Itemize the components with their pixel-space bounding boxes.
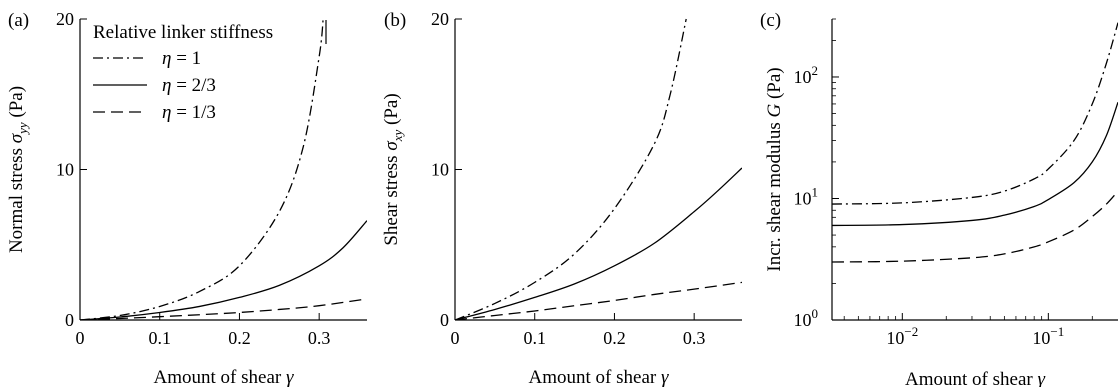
x-tick-label: 10−2 <box>886 324 918 348</box>
series-line-dashed <box>455 281 742 320</box>
x-tick-label: 0.3 <box>308 328 331 348</box>
y-axis-title: Normal stress σyy (Pa) <box>6 86 30 253</box>
x-tick-label: 0 <box>451 328 460 348</box>
panel-label: (c) <box>760 10 781 31</box>
y-axis-title: Incr. shear modulus G (Pa) <box>764 67 785 271</box>
legend-entry-label: η = 1/3 <box>162 102 216 123</box>
y-axis-title: Shear stress σxy (Pa) <box>381 93 405 245</box>
y-tick-label: 10 <box>431 160 449 180</box>
series-line-dashdot <box>80 18 324 320</box>
series-line-dashdot <box>455 18 687 320</box>
chart-panel-3: 10−2 10−1 100 101 102 (c) Amount of shear γ Inc… <box>760 10 1118 387</box>
x-tick-label: 0.2 <box>603 328 626 348</box>
x-tick-label: 10−1 <box>1032 324 1064 348</box>
legend-title: Relative linker stiffness <box>93 22 273 43</box>
chart-panel-1: 0 0.1 0.2 0.3 0 10 20 (a) Amount of shear γ Norma… <box>6 9 367 387</box>
x-axis-title: Amount of shear γ <box>154 367 294 387</box>
y-tick-label: 100 <box>794 306 819 330</box>
panel-label: (b) <box>384 10 406 31</box>
chart-panel-2: 0 0.1 0.2 0.3 0 10 20 (b) Amount of shear γ Shear… <box>381 9 742 387</box>
legend: Relative linker stiffness η = 1 η = 2/3 η =… <box>93 20 327 123</box>
x-axis-title: Amount of shear γ <box>529 367 669 387</box>
x-tick-label: 0 <box>76 328 85 348</box>
series-line-dashdot <box>832 22 1118 205</box>
y-tick-label: 20 <box>56 9 74 29</box>
series-line-solid <box>455 167 742 320</box>
panel-label: (a) <box>8 10 29 31</box>
x-tick-label: 0.1 <box>523 328 546 348</box>
x-tick-label: 0.1 <box>148 328 171 348</box>
y-tick-label: 10 <box>56 160 74 180</box>
x-tick-label: 0.2 <box>228 328 251 348</box>
x-axis-title: Amount of shear γ <box>905 369 1045 387</box>
series-line-dashed <box>80 298 367 320</box>
y-tick-label: 20 <box>431 9 449 29</box>
legend-entry-label: η = 2/3 <box>162 75 216 96</box>
series-line-solid <box>80 220 367 320</box>
y-tick-label: 102 <box>794 63 819 87</box>
y-tick-label: 0 <box>440 310 449 330</box>
y-tick-label: 0 <box>65 310 74 330</box>
series-line-dashed <box>832 190 1118 263</box>
series-line-solid <box>832 101 1118 227</box>
y-tick-label: 101 <box>794 184 819 208</box>
legend-entry-label: η = 1 <box>162 48 201 69</box>
x-tick-label: 0.3 <box>683 328 706 348</box>
